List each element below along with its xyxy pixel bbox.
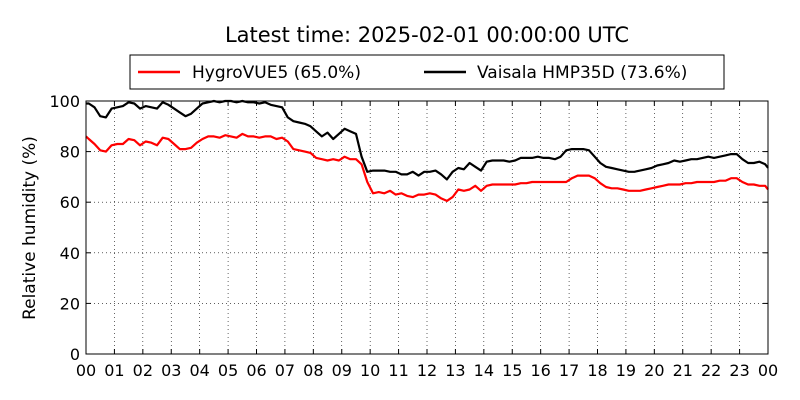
y-tick-label: 100	[49, 92, 80, 111]
chart-title: Latest time: 2025-02-01 00:00:00 UTC	[225, 23, 629, 47]
x-tick-label: 13	[445, 361, 465, 380]
series-lines	[85, 99, 769, 202]
x-tick-label: 06	[246, 361, 266, 380]
legend-label-hygrovue5: HygroVUE5 (65.0%)	[192, 63, 361, 83]
y-tick-label: 20	[60, 294, 80, 313]
x-tick-label: 08	[303, 361, 323, 380]
x-tick-label: 11	[388, 361, 408, 380]
series-line-hygrovue5	[85, 132, 769, 202]
series-line-vaisala	[86, 99, 769, 181]
plot-frame	[85, 100, 769, 355]
x-tick-label: 10	[360, 361, 380, 380]
x-tick-label: 22	[701, 361, 721, 380]
x-tick-label: 03	[161, 361, 181, 380]
x-tick-label: 17	[559, 361, 579, 380]
x-tick-label: 20	[644, 361, 664, 380]
y-tick-label: 40	[60, 244, 80, 263]
x-tick-label: 18	[587, 361, 607, 380]
grid	[86, 101, 768, 354]
x-tick-label: 01	[104, 361, 124, 380]
x-tick-label: 14	[474, 361, 494, 380]
x-tick-label: 12	[417, 361, 437, 380]
y-axis-label: Relative humidity (%)	[20, 136, 40, 320]
y-tick-label: 60	[60, 193, 80, 212]
x-tick-label: 04	[189, 361, 209, 380]
x-tick-label: 07	[275, 361, 295, 380]
legend: HygroVUE5 (65.0%) Vaisala HMP35D (73.6%)	[129, 54, 725, 90]
x-tick-label: 09	[332, 361, 352, 380]
legend-label-vaisala: Vaisala HMP35D (73.6%)	[477, 63, 687, 83]
x-tick-label: 19	[616, 361, 636, 380]
x-tick-label: 23	[729, 361, 749, 380]
x-tick-label: 00	[76, 361, 96, 380]
axis-ticks: 00 01 02 03 04 05 06 07 08 09 10 11 12 13 14 15 16 17 18 19…	[49, 92, 778, 380]
x-tick-label: 00	[758, 361, 778, 380]
x-tick-label: 05	[218, 361, 238, 380]
y-tick-label: 0	[70, 345, 80, 364]
x-tick-label: 16	[530, 361, 550, 380]
x-tick-label: 15	[502, 361, 522, 380]
x-tick-label: 02	[133, 361, 153, 380]
x-tick-label: 21	[673, 361, 693, 380]
y-tick-label: 80	[60, 143, 80, 162]
